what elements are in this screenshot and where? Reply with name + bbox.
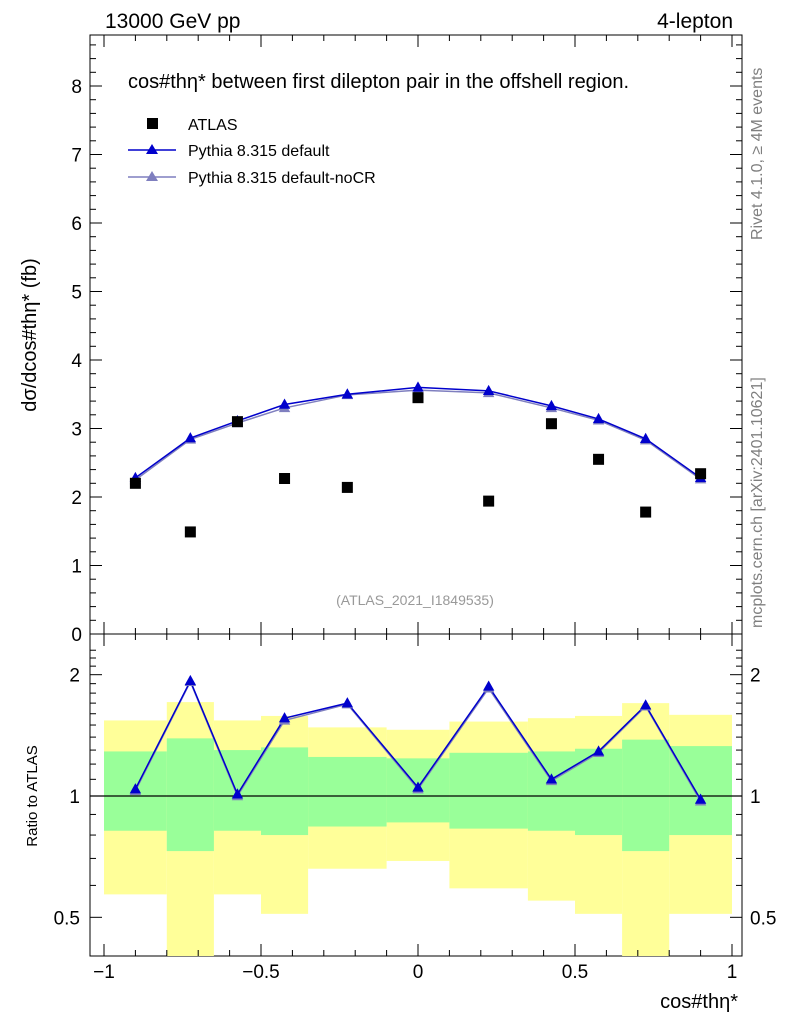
legend-nocr-label: Pythia 8.315 default-noCR xyxy=(188,170,376,187)
ratio-point-default xyxy=(482,680,495,691)
ratio-y-tick-label-right: 2 xyxy=(750,666,761,687)
main-point-atlas xyxy=(341,481,353,493)
main-y-tick-label: 2 xyxy=(71,488,82,509)
legend-default-label: Pythia 8.315 default xyxy=(188,143,330,160)
ratio-point-default xyxy=(694,793,707,804)
main-point-default xyxy=(412,381,424,392)
ratio-band-inner xyxy=(622,739,670,852)
ratio-point-default xyxy=(231,788,244,799)
main-point-atlas xyxy=(184,526,196,538)
ratio-point-default xyxy=(639,699,652,710)
main-y-tick-label: 4 xyxy=(71,351,82,372)
legend-nocr-marker xyxy=(146,171,158,181)
main-y-tick-label: 8 xyxy=(71,77,82,98)
main-point-atlas xyxy=(695,468,707,480)
legend-atlas-marker xyxy=(147,118,158,129)
main-point-atlas xyxy=(545,418,557,430)
legend-atlas-label: ATLAS xyxy=(188,117,238,134)
x-tick-label: 0.5 xyxy=(562,962,588,983)
ratio-band-inner xyxy=(308,756,387,827)
ratio-band-inner xyxy=(449,752,528,829)
main-y-tick-label: 6 xyxy=(71,214,82,235)
main-point-default xyxy=(278,398,291,409)
main-y-tick-label: 7 xyxy=(71,146,82,167)
ratio-y-axis: 0.5 0.5 1 1 2 2 xyxy=(54,649,776,929)
legend-default-marker xyxy=(146,144,158,154)
main-y-tick-label: 0 xyxy=(71,625,82,646)
ratio-band-inner xyxy=(527,751,575,831)
main-point-default xyxy=(341,388,354,399)
main-point-default xyxy=(184,432,197,443)
main-y-axis-label: dσ/dcos#thη* (fb) xyxy=(19,258,41,412)
ratio-y-tick-label-right: 0.5 xyxy=(750,908,776,929)
ratio-y-tick-label: 1 xyxy=(69,787,80,808)
main-point-atlas xyxy=(640,506,652,518)
main-point-atlas xyxy=(483,495,495,507)
ratio-point-default xyxy=(129,783,142,794)
ratio-band-inner xyxy=(575,748,623,836)
ratio-band-inner xyxy=(166,738,214,852)
x-tick-label: 0 xyxy=(413,962,424,983)
ratio-y-tick-label: 2 xyxy=(69,666,80,687)
ratio-point-default xyxy=(341,697,354,708)
main-y-tick-label: 1 xyxy=(71,557,82,578)
ratio-point-default xyxy=(592,745,605,756)
ratio-point-default xyxy=(545,773,558,784)
plot-title: cos#thη* between first dilepton pair in … xyxy=(128,71,629,93)
x-axis: −1 −0.5 0 0.5 1 xyxy=(93,634,737,983)
legend: ATLAS Pythia 8.315 default Pythia 8.315 … xyxy=(128,117,376,187)
energy-label: 13000 GeV pp xyxy=(105,10,240,33)
x-tick-label: −0.5 xyxy=(242,962,280,983)
channel-label: 4-lepton xyxy=(657,10,733,33)
main-point-default xyxy=(545,399,558,411)
ratio-band-inner xyxy=(669,746,732,836)
main-point-default xyxy=(482,384,495,396)
main-point-default xyxy=(592,412,605,424)
main-y-tick-label: 5 xyxy=(71,283,82,304)
ratio-y-tick-label-right: 1 xyxy=(750,787,761,808)
main-y-tick-label: 3 xyxy=(71,420,82,441)
x-tick-label: −1 xyxy=(93,962,115,983)
main-point-default xyxy=(639,432,652,443)
main-point-atlas xyxy=(279,473,291,485)
mcplots-label: mcplots.cern.ch [arXiv:2401.10621] xyxy=(749,377,766,628)
x-tick-label: 1 xyxy=(727,962,738,983)
x-axis-label: cos#thη* xyxy=(660,991,738,1013)
main-markers xyxy=(129,381,707,538)
ratio-y-tick-label: 0.5 xyxy=(54,908,80,929)
ratio-point-default xyxy=(412,781,424,792)
rivet-version-label: Rivet 4.1.0, ≥ 4M events xyxy=(749,68,766,240)
ratio-plot-frame xyxy=(89,633,743,957)
analysis-id-label: (ATLAS_2021_I1849535) xyxy=(336,592,494,608)
main-point-atlas xyxy=(593,453,605,465)
ratio-markers xyxy=(129,674,707,806)
ratio-band-inner xyxy=(261,747,309,836)
ratio-point-default xyxy=(184,674,197,686)
main-point-atlas xyxy=(231,416,243,428)
main-y-axis: 0 1 2 3 4 5 6 7 8 xyxy=(71,35,742,646)
main-point-atlas xyxy=(129,477,141,489)
ratio-uncertainty-bands xyxy=(104,702,732,956)
main-line-nocr xyxy=(134,389,702,481)
main-point-atlas xyxy=(412,392,424,404)
ratio-y-axis-label: Ratio to ATLAS xyxy=(24,745,41,846)
ratio-point-default xyxy=(278,712,291,723)
